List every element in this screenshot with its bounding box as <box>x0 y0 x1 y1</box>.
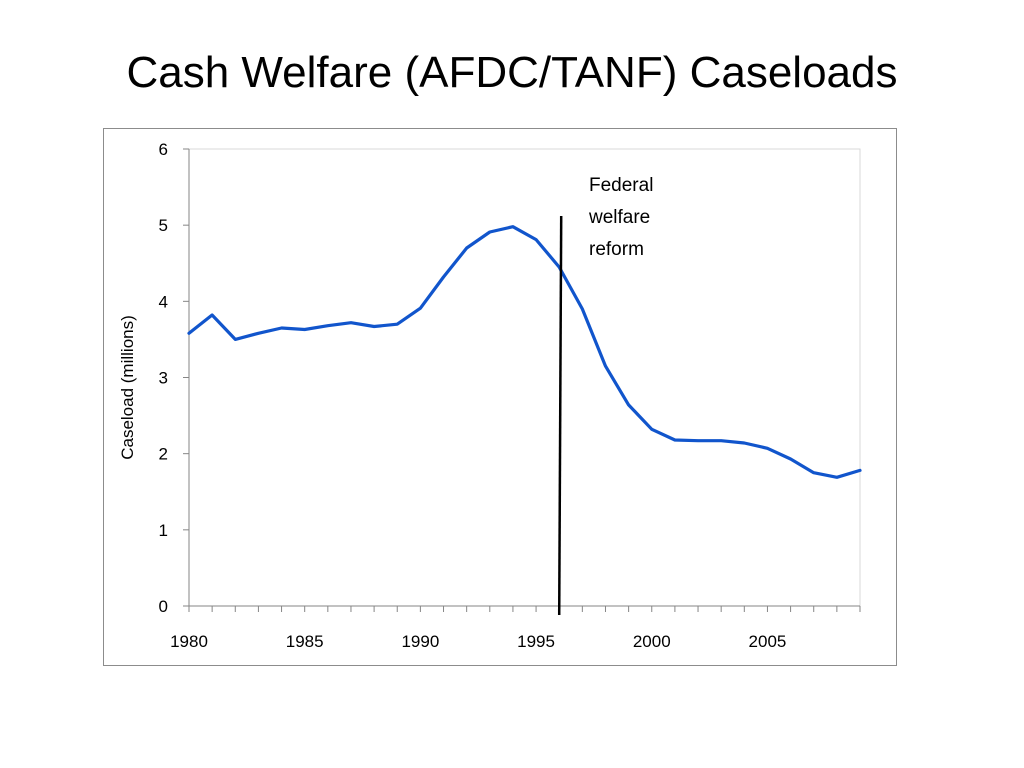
y-tick-label: 0 <box>159 597 168 616</box>
caseload-line-chart: 0 1 2 3 4 5 6 1980 1985 1990 1995 2000 2005 Federal… <box>118 140 862 651</box>
annotation-layer: Federal welfare reform <box>557 175 653 616</box>
x-tick-label: 1985 <box>286 632 324 651</box>
series-layer <box>187 225 862 479</box>
chart-axes <box>183 148 861 612</box>
reform-annotation-text: welfare <box>588 207 650 228</box>
reform-marker-line <box>557 215 563 616</box>
y-tick-label: 2 <box>159 445 168 464</box>
y-tick-labels: 0 1 2 3 4 5 6 <box>159 140 168 616</box>
x-tick-labels: 1980 1985 1990 1995 2000 2005 <box>170 632 786 651</box>
reform-annotation-text: Federal <box>589 175 653 196</box>
x-tick-label: 2000 <box>633 632 671 651</box>
x-tick-label: 2005 <box>749 632 787 651</box>
slide-title: Cash Welfare (AFDC/TANF) Caseloads <box>126 48 898 97</box>
y-tick-label: 1 <box>159 521 168 540</box>
y-tick-label: 4 <box>159 292 168 311</box>
x-tick-label: 1995 <box>517 632 555 651</box>
reform-annotation-text: reform <box>589 239 644 260</box>
x-tick-label: 1990 <box>401 632 439 651</box>
y-tick-label: 6 <box>159 140 168 159</box>
x-tick-label: 1980 <box>170 632 208 651</box>
y-axis-title: Caseload (millions) <box>118 315 137 460</box>
y-tick-label: 3 <box>159 369 168 388</box>
chart-frame: 0 1 2 3 4 5 6 1980 1985 1990 1995 2000 2005 Federal… <box>103 128 897 666</box>
plot-area-border <box>188 148 861 607</box>
series-line-caseload <box>187 225 862 479</box>
y-tick-label: 5 <box>159 216 168 235</box>
